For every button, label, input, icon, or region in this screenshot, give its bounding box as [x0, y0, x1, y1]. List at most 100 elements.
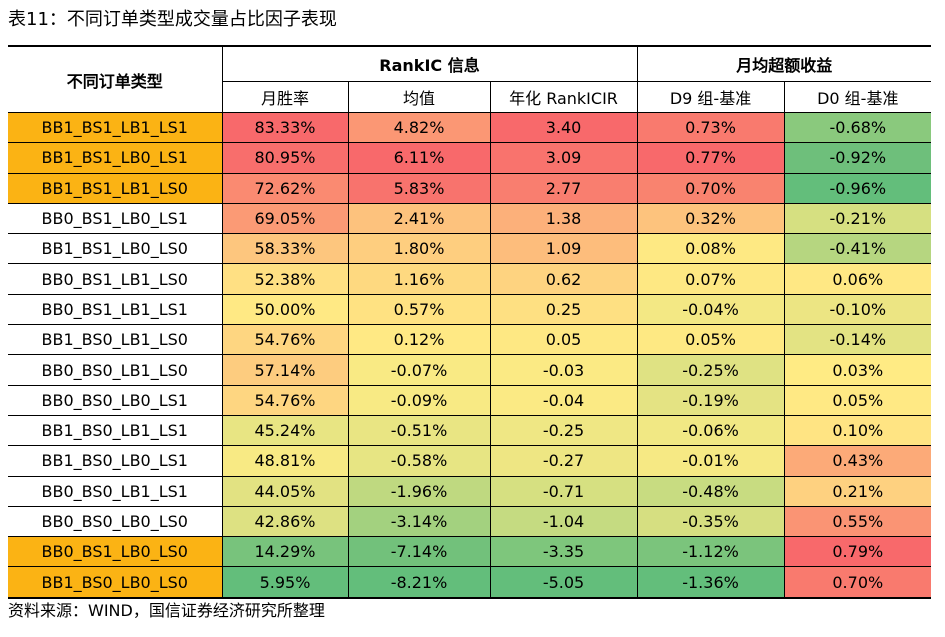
d9-excess-cell: 0.70%	[636, 173, 785, 204]
d0-excess-cell: 0.21%	[783, 476, 932, 507]
win-rate-cell: 44.05%	[221, 476, 348, 507]
rankicir-cell: 0.25	[489, 294, 638, 326]
d9-excess-cell: -0.48%	[636, 476, 785, 507]
order-type-cell: BB0_BS1_LB0_LS0	[8, 536, 222, 568]
win-rate-cell: 58.33%	[221, 233, 348, 265]
order-type-cell: BB1_BS1_LB0_LS0	[8, 233, 222, 265]
mean-cell: 0.57%	[347, 294, 490, 326]
mean-cell: -0.51%	[347, 415, 490, 447]
header-rankic-info: RankIC 信息	[221, 45, 638, 82]
mean-cell: 4.82%	[347, 112, 490, 144]
rankicir-cell: -0.27	[489, 445, 638, 477]
order-type-cell: BB1_BS0_LB1_LS0	[8, 324, 222, 356]
d0-excess-cell: 0.70%	[783, 566, 932, 599]
order-type-cell: BB0_BS0_LB1_LS1	[8, 476, 222, 507]
order-type-cell: BB1_BS0_LB0_LS0	[8, 566, 222, 599]
d0-excess-cell: -0.41%	[783, 233, 932, 265]
header-row-group: 不同订单类型 RankIC 信息 月均超额收益	[8, 45, 932, 113]
source-note: 资料来源：WIND，国信证券经济研究所整理	[8, 601, 325, 620]
rankicir-cell: -3.35	[489, 536, 638, 568]
rankicir-cell: -0.71	[489, 476, 638, 507]
order-type-cell: BB1_BS0_LB0_LS1	[8, 445, 222, 477]
d0-excess-cell: -0.10%	[783, 294, 932, 326]
d9-excess-cell: -0.01%	[636, 445, 785, 477]
d0-excess-cell: 0.06%	[783, 263, 932, 295]
order-type-cell: BB0_BS0_LB0_LS0	[8, 506, 222, 538]
d9-excess-cell: -0.25%	[636, 354, 785, 386]
header-annual-rankicir: 年化 RankICIR	[489, 81, 638, 113]
order-type-cell: BB0_BS0_LB0_LS1	[8, 385, 222, 416]
table-row: BB0_BS0_LB0_LS0 42.86% -3.14% -1.04 -0.35% 0.…	[8, 506, 932, 538]
d9-excess-cell: 0.32%	[636, 203, 785, 235]
win-rate-cell: 80.95%	[221, 142, 348, 174]
d9-excess-cell: 0.08%	[636, 233, 785, 265]
header-mean: 均值	[347, 81, 490, 113]
table-row: BB0_BS1_LB0_LS0 14.29% -7.14% -3.35 -1.12% 0.…	[8, 536, 932, 568]
order-type-cell: BB1_BS1_LB0_LS1	[8, 142, 222, 174]
win-rate-cell: 50.00%	[221, 294, 348, 326]
d0-excess-cell: 0.43%	[783, 445, 932, 477]
d9-excess-cell: -0.19%	[636, 385, 785, 416]
mean-cell: -0.07%	[347, 354, 490, 386]
win-rate-cell: 52.38%	[221, 263, 348, 295]
mean-cell: 1.16%	[347, 263, 490, 295]
order-type-cell: BB0_BS1_LB1_LS0	[8, 263, 222, 295]
mean-cell: -0.09%	[347, 385, 490, 416]
table-row: BB0_BS1_LB0_LS1 69.05% 2.41% 1.38 0.32% -0.21…	[8, 203, 932, 235]
factor-performance-table: 不同订单类型 RankIC 信息 月均超额收益 月胜率 均值 年化 RankIC…	[8, 45, 932, 599]
table-row: BB1_BS1_LB1_LS1 83.33% 4.82% 3.40 0.73% -0.68…	[8, 112, 932, 144]
d9-excess-cell: -0.06%	[636, 415, 785, 447]
order-type-cell: BB1_BS1_LB1_LS0	[8, 173, 222, 204]
mean-cell: -3.14%	[347, 506, 490, 538]
header-monthly-excess-return: 月均超额收益	[636, 45, 932, 82]
table-row: BB0_BS1_LB1_LS1 50.00% 0.57% 0.25 -0.04% -0.1…	[8, 294, 932, 326]
d0-excess-cell: -0.68%	[783, 112, 932, 144]
d9-excess-cell: -0.04%	[636, 294, 785, 326]
d9-excess-cell: -0.35%	[636, 506, 785, 538]
rankicir-cell: 3.09	[489, 142, 638, 174]
mean-cell: 6.11%	[347, 142, 490, 174]
table-title: 表11：不同订单类型成交量占比因子表现	[8, 9, 337, 30]
mean-cell: 5.83%	[347, 173, 490, 204]
d0-excess-cell: 0.55%	[783, 506, 932, 538]
win-rate-cell: 54.76%	[221, 324, 348, 356]
win-rate-cell: 5.95%	[221, 566, 348, 599]
header-row-sub: 月胜率 均值 年化 RankICIR D9 组-基准 D0 组-基准	[8, 81, 932, 113]
win-rate-cell: 14.29%	[221, 536, 348, 568]
d0-excess-cell: 0.03%	[783, 354, 932, 386]
table-row: BB0_BS0_LB1_LS1 44.05% -1.96% -0.71 -0.48% 0.…	[8, 476, 932, 507]
d9-excess-cell: 0.73%	[636, 112, 785, 144]
rankicir-cell: 0.62	[489, 263, 638, 295]
table-row: BB1_BS0_LB1_LS1 45.24% -0.51% -0.25 -0.06% 0.…	[8, 415, 932, 447]
win-rate-cell: 57.14%	[221, 354, 348, 386]
d9-excess-cell: 0.77%	[636, 142, 785, 174]
d9-excess-cell: -1.36%	[636, 566, 785, 599]
table-row: BB0_BS0_LB0_LS1 54.76% -0.09% -0.04 -0.19% 0.…	[8, 385, 932, 416]
order-type-cell: BB1_BS1_LB1_LS1	[8, 112, 222, 144]
order-type-cell: BB0_BS1_LB1_LS1	[8, 294, 222, 326]
mean-cell: 1.80%	[347, 233, 490, 265]
d9-excess-cell: 0.05%	[636, 324, 785, 356]
d0-excess-cell: 0.10%	[783, 415, 932, 447]
rankicir-cell: -1.04	[489, 506, 638, 538]
table-row: BB1_BS1_LB0_LS1 80.95% 6.11% 3.09 0.77% -0.92…	[8, 142, 932, 174]
mean-cell: 0.12%	[347, 324, 490, 356]
d9-excess-cell: -1.12%	[636, 536, 785, 568]
mean-cell: -0.58%	[347, 445, 490, 477]
rankicir-cell: 0.05	[489, 324, 638, 356]
d0-excess-cell: 0.79%	[783, 536, 932, 568]
d0-excess-cell: -0.96%	[783, 173, 932, 204]
rankicir-cell: 1.38	[489, 203, 638, 235]
d9-excess-cell: 0.07%	[636, 263, 785, 295]
win-rate-cell: 54.76%	[221, 385, 348, 416]
order-type-cell: BB0_BS0_LB1_LS0	[8, 354, 222, 386]
d0-excess-cell: -0.21%	[783, 203, 932, 235]
rankicir-cell: -0.25	[489, 415, 638, 447]
d0-excess-cell: 0.05%	[783, 385, 932, 416]
table-row: BB1_BS0_LB0_LS0 5.95% -8.21% -5.05 -1.36% 0.7…	[8, 566, 932, 599]
mean-cell: 2.41%	[347, 203, 490, 235]
header-order-type: 不同订单类型	[8, 45, 222, 113]
win-rate-cell: 83.33%	[221, 112, 348, 144]
win-rate-cell: 69.05%	[221, 203, 348, 235]
mean-cell: -8.21%	[347, 566, 490, 599]
